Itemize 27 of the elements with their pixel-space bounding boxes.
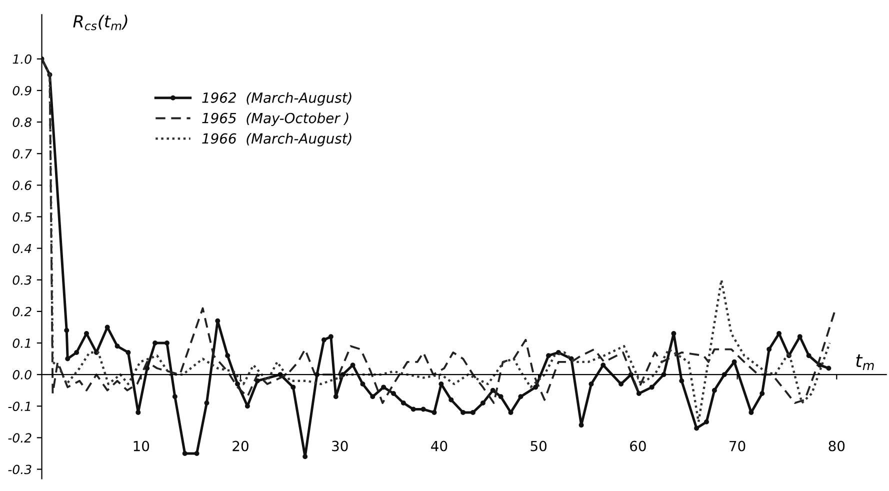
x-tick-label: 70	[730, 440, 746, 452]
y-tick-label: -0.2	[8, 433, 32, 443]
y-tick-label: -0.3	[8, 464, 32, 474]
y-tick-label: 0.4	[12, 244, 32, 254]
y-tick-label: 1.0	[12, 54, 32, 64]
legend-label: 1962 (March-August)	[202, 92, 352, 106]
y-axis-title: R$_{cs}$(t$_{m}$)	[73, 14, 128, 30]
y-tick-label: 0.2	[12, 306, 32, 316]
x-tick-label: 10	[134, 440, 150, 452]
y-tick-label: 0.1	[12, 338, 30, 348]
legend-label: 1965 (May-October )	[202, 112, 348, 126]
legend-label: 1966 (March-August)	[202, 132, 352, 146]
x-tick-label: 30	[332, 440, 348, 452]
y-tick-label: 0.8	[12, 118, 32, 127]
x-tick-label: 20	[232, 440, 248, 452]
x-tick-label: 80	[828, 440, 845, 452]
y-tick-label: 0.7	[12, 149, 32, 159]
y-tick-label: 0.0	[12, 370, 32, 380]
x-tick-label: 60	[630, 440, 646, 452]
x-tick-label: 50	[530, 440, 546, 452]
y-tick-label: -0.1	[8, 402, 30, 412]
y-tick-label: 0.9	[12, 86, 32, 96]
x-axis-title: t$_{m}$	[856, 354, 874, 370]
y-tick-label: 0.6	[12, 180, 32, 190]
y-tick-label: 0.3	[12, 275, 32, 285]
x-tick-label: 40	[431, 440, 448, 452]
y-tick-label: 0.5	[12, 212, 32, 222]
